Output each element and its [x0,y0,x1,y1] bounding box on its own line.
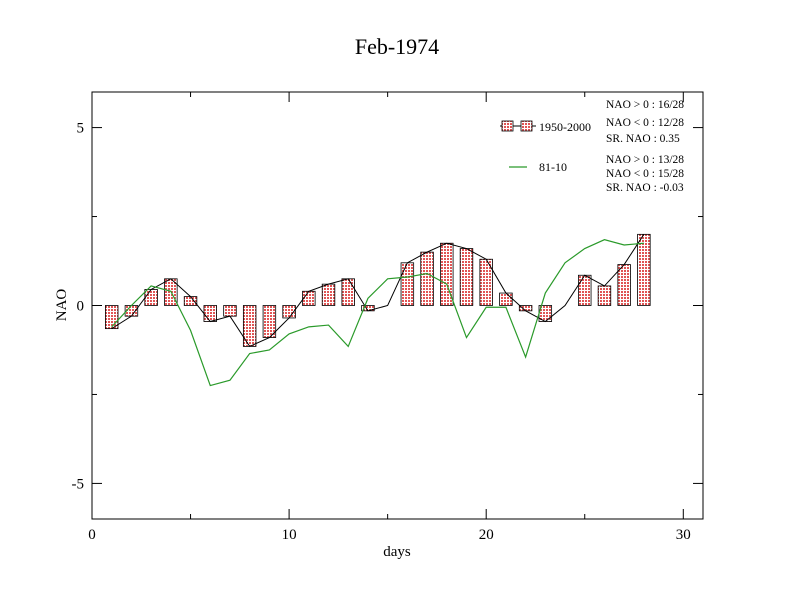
bar-1950-2000-day-5 [183,296,198,306]
bar-1950-2000-day-25 [578,274,592,306]
bar-1950-2000-day-17 [420,251,434,306]
x-tick-label: 0 [88,527,96,543]
bar-1950-2000-day-1 [105,305,119,330]
bar-1950-2000-day-19 [459,248,474,306]
legend-swatch-bar-1950-2000 [501,120,514,132]
legend: 1950-2000 81-10 NAO > 0 : 16/28 NAO < 0 … [500,99,684,194]
legend-swatch-bar-1950-2000-b [520,120,533,132]
chart-title: Feb-1974 [355,34,439,59]
bar-1950-2000-day-28 [637,233,651,306]
bar-1950-2000-day-16 [400,262,415,306]
y-tick-label: 5 [77,121,85,137]
bar-1950-2000-day-26 [597,285,612,306]
legend-stat-81-10-sr: SR. NAO : -0.03 [606,182,684,194]
legend-stat-1950-2000-neg: NAO < 0 : 12/28 [606,117,684,129]
y-tick-label: 0 [77,299,85,315]
bar-1950-2000-day-11 [302,290,316,306]
bar-series-1950-2000 [105,233,651,347]
bar-1950-2000-day-27 [617,264,631,306]
x-tick-label: 30 [676,527,691,543]
legend-stat-81-10-neg: NAO < 0 : 15/28 [606,168,684,180]
x-tick-label: 10 [282,527,297,543]
y-axis-label: NAO [54,289,70,322]
line-series [111,234,645,387]
axes: 0 10 20 30 -5 0 5 [72,92,703,543]
legend-label-81-10: 81-10 [539,160,567,174]
bar-1950-2000-day-13 [341,278,355,306]
legend-label-1950-2000: 1950-2000 [539,120,591,134]
legend-stat-1950-2000-sr: SR. NAO : 0.35 [606,133,680,145]
bar-1950-2000-day-6 [203,305,217,322]
legend-stat-81-10-pos: NAO > 0 : 13/28 [606,154,684,166]
x-axis-label: days [383,544,411,560]
x-tick-label: 20 [479,527,494,543]
line-81-10 [111,239,644,387]
line-1950-2000 [111,234,645,348]
bar-1950-2000-day-7 [223,305,237,317]
bar-1950-2000-day-12 [321,283,336,306]
bar-1950-2000-day-3 [144,289,158,306]
y-tick-label: -5 [72,476,85,492]
legend-stat-1950-2000-pos: NAO > 0 : 16/28 [606,99,684,111]
bar-1950-2000-day-21 [499,292,513,306]
